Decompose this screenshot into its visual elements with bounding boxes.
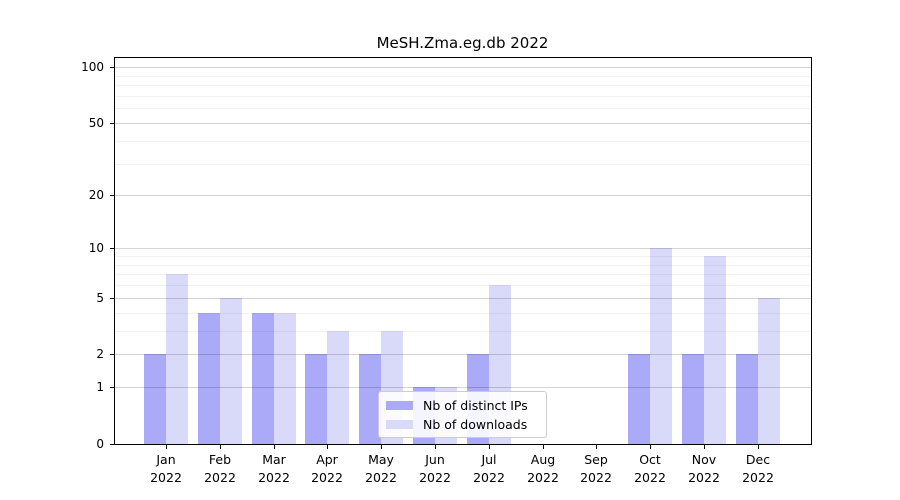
x-tick: [596, 445, 597, 449]
bar-nb-of-distinct-ips-dec: [735, 354, 758, 444]
minor-gridline: [115, 85, 811, 86]
bar-nb-of-distinct-ips-apr: [305, 354, 328, 444]
bar-nb-of-distinct-ips-feb: [197, 312, 220, 444]
bar-nb-of-distinct-ips-mar: [251, 312, 274, 444]
y-tick-label: 5: [96, 291, 104, 305]
y-tick: [110, 298, 114, 299]
x-tick-label: Nov 2022: [688, 452, 720, 485]
y-tick-label: 2: [96, 347, 104, 361]
y-tick: [110, 123, 114, 124]
plot-area: [114, 57, 812, 445]
major-gridline: [115, 248, 811, 249]
y-tick: [110, 248, 114, 249]
minor-gridline: [115, 331, 811, 332]
y-tick-label: 0: [96, 437, 104, 451]
bar-nb-of-downloads-dec: [757, 297, 780, 444]
minor-gridline: [115, 108, 811, 109]
minor-gridline: [115, 96, 811, 97]
legend-label-distinct-ips: Nb of distinct IPs: [423, 397, 528, 413]
bar-nb-of-downloads-nov: [704, 256, 726, 444]
minor-gridline: [115, 256, 811, 257]
bar-nb-of-distinct-ips-nov: [682, 354, 704, 444]
x-tick: [435, 445, 436, 449]
chart-title: MeSH.Zma.eg.db 2022: [376, 34, 549, 52]
major-gridline: [115, 387, 811, 388]
bar-nb-of-distinct-ips-oct: [628, 354, 651, 444]
bar-nb-of-downloads-jan: [166, 274, 188, 444]
x-tick: [758, 445, 759, 449]
x-tick-label: Apr 2022: [311, 452, 343, 485]
bar-nb-of-downloads-apr: [327, 330, 350, 444]
legend-swatch-downloads: [386, 419, 413, 429]
x-tick-label: Aug 2022: [527, 452, 559, 485]
x-tick-label: Oct 2022: [634, 452, 666, 485]
bar-nb-of-downloads-feb: [219, 297, 242, 444]
bar-nb-of-downloads-mar: [273, 312, 296, 444]
major-gridline: [115, 298, 811, 299]
x-tick-label: Jun 2022: [419, 452, 451, 485]
legend-swatch-distinct-ips: [386, 400, 413, 410]
y-tick-label: 10: [88, 241, 104, 255]
minor-gridline: [115, 265, 811, 266]
x-tick-label: Jan 2022: [150, 452, 182, 485]
legend-label-downloads: Nb of downloads: [423, 416, 528, 432]
y-tick-label: 100: [81, 60, 104, 74]
x-tick: [489, 445, 490, 449]
major-gridline: [115, 123, 811, 124]
y-tick: [110, 354, 114, 355]
x-tick-label: Feb 2022: [204, 452, 236, 485]
y-tick: [110, 195, 114, 196]
legend-item-distinct-ips: Nb of distinct IPs: [386, 398, 539, 413]
legend-item-downloads: Nb of downloads: [386, 417, 539, 432]
x-tick: [166, 445, 167, 449]
x-tick: [220, 445, 221, 449]
major-gridline: [115, 354, 811, 355]
y-tick: [110, 67, 114, 68]
minor-gridline: [115, 164, 811, 165]
minor-gridline: [115, 76, 811, 77]
x-tick: [327, 445, 328, 449]
y-tick-label: 1: [96, 380, 104, 394]
x-tick-label: Sep 2022: [580, 452, 612, 485]
x-tick-label: Jul 2022: [473, 452, 505, 485]
minor-gridline: [115, 313, 811, 314]
x-tick: [381, 445, 382, 449]
minor-gridline: [115, 274, 811, 275]
x-tick-label: May 2022: [365, 452, 397, 485]
minor-gridline: [115, 285, 811, 286]
minor-gridline: [115, 141, 811, 142]
x-tick: [543, 445, 544, 449]
x-tick: [704, 445, 705, 449]
major-gridline: [115, 67, 811, 68]
legend: Nb of distinct IPs Nb of downloads: [378, 391, 547, 438]
y-tick: [110, 387, 114, 388]
y-tick: [110, 444, 114, 445]
y-tick-label: 50: [88, 116, 104, 130]
y-tick-label: 20: [88, 188, 104, 202]
x-tick: [274, 445, 275, 449]
bar-nb-of-distinct-ips-jan: [144, 354, 166, 444]
bar-nb-of-downloads-oct: [650, 248, 673, 444]
x-tick: [650, 445, 651, 449]
x-tick-label: Dec 2022: [742, 452, 774, 485]
major-gridline: [115, 195, 811, 196]
bar-nb-of-distinct-ips-may: [359, 354, 382, 444]
x-tick-label: Mar 2022: [258, 452, 290, 485]
